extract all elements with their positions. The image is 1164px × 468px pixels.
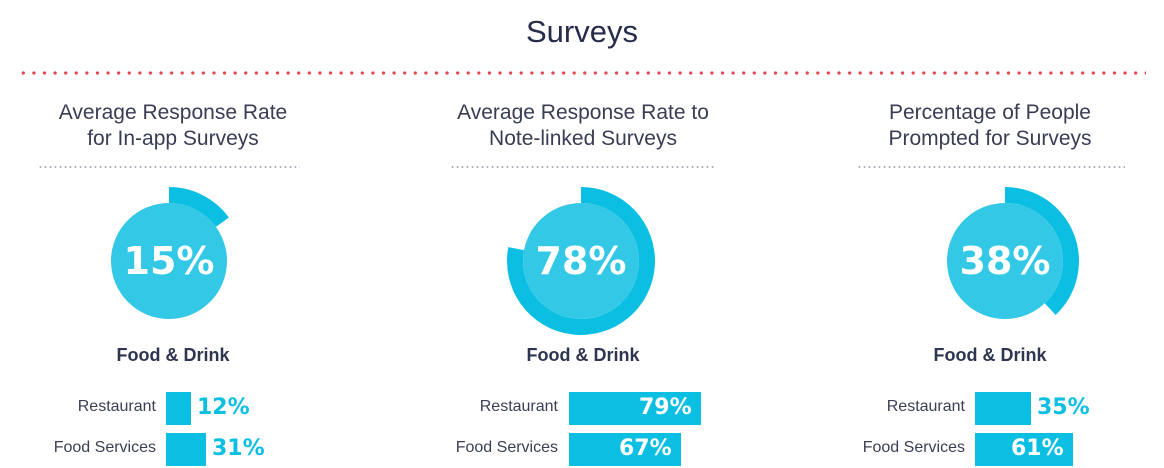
bar-category-label: Food Services bbox=[53, 439, 156, 456]
bar-category-label: Restaurant bbox=[77, 398, 156, 415]
panel-divider bbox=[857, 166, 1125, 168]
bar-value-label: 79% bbox=[639, 395, 692, 420]
page-title: Surveys bbox=[526, 14, 638, 49]
bar bbox=[569, 433, 681, 466]
donut-center bbox=[947, 203, 1063, 319]
bar-category-label: Restaurant bbox=[479, 398, 558, 415]
bar-value-label: 35% bbox=[1037, 395, 1090, 420]
panel-divider bbox=[38, 166, 300, 168]
bar-value-label: 31% bbox=[212, 436, 265, 461]
bar-value-label: 67% bbox=[619, 436, 672, 461]
bar-value-label: 61% bbox=[1011, 436, 1064, 461]
header-divider bbox=[18, 71, 1146, 75]
donut-value-label: 38% bbox=[959, 239, 1051, 283]
survey-panel: Percentage of People Prompted for Survey… bbox=[845, 100, 1135, 468]
donut-slice bbox=[1005, 187, 1079, 315]
category-subtitle: Food & Drink bbox=[933, 345, 1047, 365]
donut-chart: 38% bbox=[930, 186, 1080, 336]
donut-center bbox=[523, 203, 639, 319]
survey-panel: Average Response Rate to Note-linked Sur… bbox=[438, 100, 728, 468]
panel-title: Percentage of People Prompted for Survey… bbox=[888, 101, 1092, 150]
survey-panel: Average Response Rate for In-app Surveys… bbox=[28, 100, 318, 468]
donut-slice bbox=[169, 187, 229, 227]
category-subtitle: Food & Drink bbox=[526, 345, 640, 365]
bar bbox=[166, 433, 206, 466]
bar-category-label: Food Services bbox=[455, 439, 558, 456]
donut-chart: 15% bbox=[94, 186, 244, 336]
category-subtitle: Food & Drink bbox=[116, 345, 230, 365]
bar bbox=[975, 433, 1073, 466]
panel-divider bbox=[450, 166, 716, 168]
donut-chart: 78% bbox=[506, 186, 656, 336]
donut-value-label: 78% bbox=[535, 239, 627, 283]
bar-category-label: Restaurant bbox=[886, 398, 965, 415]
donut-value-label: 15% bbox=[123, 239, 215, 283]
bar bbox=[166, 392, 191, 425]
bar bbox=[569, 392, 701, 425]
donut-center bbox=[111, 203, 227, 319]
bar-category-label: Food Services bbox=[862, 439, 965, 456]
panel-title: Average Response Rate to Note-linked Sur… bbox=[457, 101, 709, 150]
panel-title: Average Response Rate for In-app Surveys bbox=[58, 101, 288, 150]
bar-value-label: 12% bbox=[197, 395, 250, 420]
bar bbox=[975, 392, 1031, 425]
